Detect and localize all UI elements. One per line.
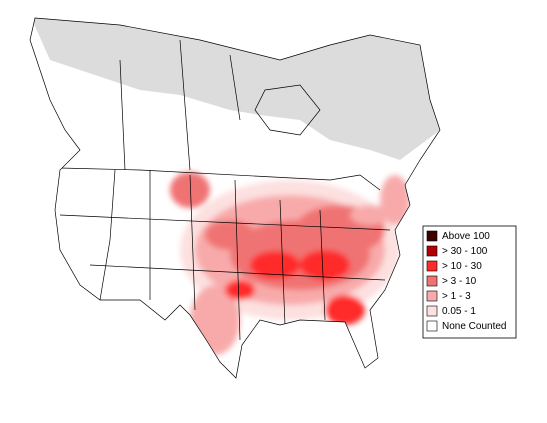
legend: Above 100 > 30 - 100 > 10 - 30 > 3 - 10 > 1 … [422, 225, 517, 339]
legend-swatch [426, 290, 438, 302]
legend-swatch [426, 305, 438, 317]
legend-label: 0.05 - 1 [442, 306, 476, 317]
legend-label: > 1 - 3 [442, 291, 471, 302]
legend-swatch [426, 275, 438, 287]
hudson-bay [254, 84, 321, 136]
legend-box [422, 225, 517, 339]
legend-label: > 3 - 10 [442, 276, 477, 287]
legend-swatch [426, 260, 438, 272]
legend-swatch [426, 320, 438, 332]
abundance [170, 172, 410, 355]
coastline [29, 17, 441, 379]
legend-swatch [426, 245, 438, 257]
legend-label: > 10 - 30 [442, 261, 482, 272]
legend-swatch [426, 230, 438, 242]
legend-label: None Counted [442, 321, 507, 332]
borders [59, 39, 391, 341]
legend-label: Above 100 [442, 231, 490, 242]
legend-label: > 30 - 100 [442, 246, 488, 257]
